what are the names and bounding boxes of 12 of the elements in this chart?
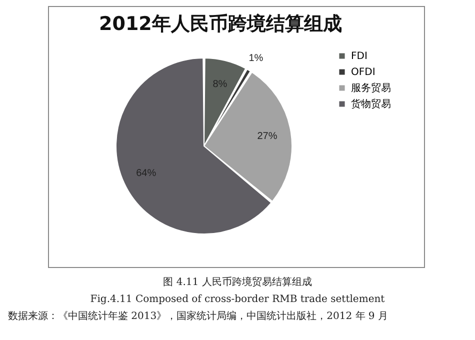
- legend-label: 服务贸易: [351, 82, 391, 94]
- source-note: 数据来源：《中国统计年鉴 2013》，国家统计局编，中国统计出版社，2012 年 9 月: [7, 310, 389, 324]
- legend-label: OFDI: [351, 67, 376, 78]
- chart-title: 2012年人民币跨境结算组成: [99, 13, 342, 36]
- legend-label: 货物贸易: [351, 98, 391, 110]
- data-label: 64%: [136, 168, 156, 180]
- caption: Fig.4.11 Composed of cross-border RMB trade settlement: [89, 293, 386, 307]
- legend-label: FDI: [351, 51, 368, 62]
- data-label: 8%: [212, 79, 228, 90]
- data-label: 1%: [248, 53, 264, 64]
- caption: 图 4.11 人民币跨境贸易结算组成: [162, 276, 313, 290]
- data-label: 27%: [257, 130, 278, 142]
